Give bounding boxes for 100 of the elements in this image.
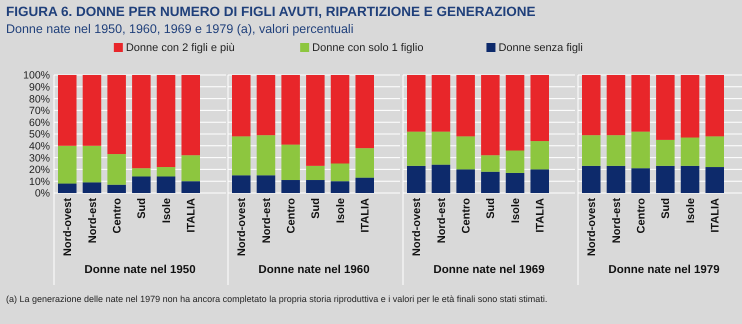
bar [432, 164, 450, 193]
bar [481, 172, 500, 193]
bar [355, 75, 374, 148]
bar [530, 141, 549, 170]
bar [705, 167, 724, 193]
bar [156, 176, 176, 193]
bar [256, 135, 276, 176]
text: FIGURA 6. DONNE PER NUMERO DI FIGLI AVUTI, RIPARTIZIONE E GENERAZIONE [6, 4, 536, 19]
bar [582, 166, 601, 193]
bar [606, 75, 626, 136]
x-tick-label: Isole [334, 198, 347, 224]
bar [132, 176, 151, 193]
bar [107, 184, 126, 193]
bar [631, 132, 650, 168]
bar [156, 167, 176, 176]
x-tick-label: Sud [136, 198, 148, 219]
bar [355, 178, 374, 193]
bar [432, 75, 450, 132]
x-tick-label: Nord-est [436, 198, 448, 244]
y-tick-label: 80% [28, 93, 50, 106]
legend-label: Donne con 2 figli e più [126, 42, 235, 54]
bar [132, 168, 151, 176]
x-axis-title: Donne nate nel 1969 [433, 264, 545, 276]
bar [506, 172, 524, 193]
y-tick-label: 0% [34, 188, 50, 200]
bar [281, 75, 300, 145]
x-tick-label: Nord-ovest [586, 198, 598, 256]
bar [306, 166, 325, 180]
bar [330, 164, 350, 182]
bar [281, 144, 300, 180]
bar [481, 75, 500, 156]
x-tick-label: Nord-est [86, 198, 99, 244]
bar [656, 166, 675, 193]
bar [631, 75, 650, 132]
bar [530, 169, 549, 193]
y-tick-label: 70% [28, 105, 50, 118]
bar [530, 75, 549, 142]
bar [705, 75, 724, 136]
bar [107, 154, 126, 185]
x-tick-label: ITALIA [710, 198, 722, 233]
bar [656, 140, 675, 166]
bar [181, 75, 200, 156]
bar [407, 166, 426, 193]
bar [58, 184, 77, 193]
bar [481, 155, 500, 172]
x-tick-label: Isole [510, 198, 522, 224]
y-tick-label: 50% [28, 128, 50, 141]
bar [82, 182, 102, 193]
bar [631, 168, 650, 193]
x-tick-label: Nord-ovest [236, 198, 248, 256]
x-tick-label: ITALIA [186, 198, 198, 233]
x-tick-label: Sud [660, 198, 672, 219]
bar [256, 75, 276, 136]
y-tick-label: 40% [28, 140, 50, 152]
x-tick-label: ITALIA [534, 198, 547, 233]
bar [506, 150, 524, 173]
y-tick-label: 20% [28, 164, 50, 176]
x-tick-label: Nord-est [610, 198, 623, 244]
x-tick-label: Nord-ovest [62, 198, 74, 256]
y-tick-label: 90% [28, 81, 50, 94]
bar [582, 75, 601, 136]
bar [456, 136, 475, 170]
bar [82, 75, 102, 146]
bar [330, 75, 350, 164]
bar [705, 136, 724, 168]
x-tick-label: Sud [310, 198, 322, 219]
bar [306, 180, 325, 193]
bar [132, 75, 151, 168]
bar [680, 75, 700, 138]
bar [407, 75, 426, 132]
x-tick-label: ITALIA [360, 198, 372, 233]
bar [506, 75, 524, 151]
bar [181, 155, 200, 182]
y-tick-label: 60% [28, 116, 50, 129]
bar [407, 132, 426, 166]
y-tick-label: 100% [23, 70, 50, 82]
legend-label: Donne senza figli [498, 42, 583, 54]
x-axis-title: Donne nate nel 1950 [84, 264, 196, 276]
bar [606, 135, 626, 166]
legend-label: Donne con solo 1 figlio [312, 42, 424, 54]
bar [606, 166, 626, 193]
bar [432, 132, 450, 165]
bar [281, 180, 300, 193]
bar [107, 75, 126, 154]
chart-subtitle: Donne nate nel 1950, 1960, 1969 e 1979 (a), valori percentuali [6, 22, 354, 36]
x-tick-label: Centro [636, 198, 648, 234]
bar [656, 75, 675, 140]
x-tick-label: Centro [460, 198, 472, 234]
bar [232, 175, 251, 193]
bar [82, 146, 102, 182]
bar [58, 75, 77, 146]
x-tick-label: Centro [112, 198, 124, 234]
bar [232, 75, 251, 136]
bar [156, 75, 176, 168]
bar [582, 135, 601, 166]
bar [680, 138, 700, 166]
bar [456, 75, 475, 136]
bar [58, 146, 77, 184]
bar [456, 169, 475, 193]
x-tick-label: Nord-ovest [411, 198, 424, 256]
